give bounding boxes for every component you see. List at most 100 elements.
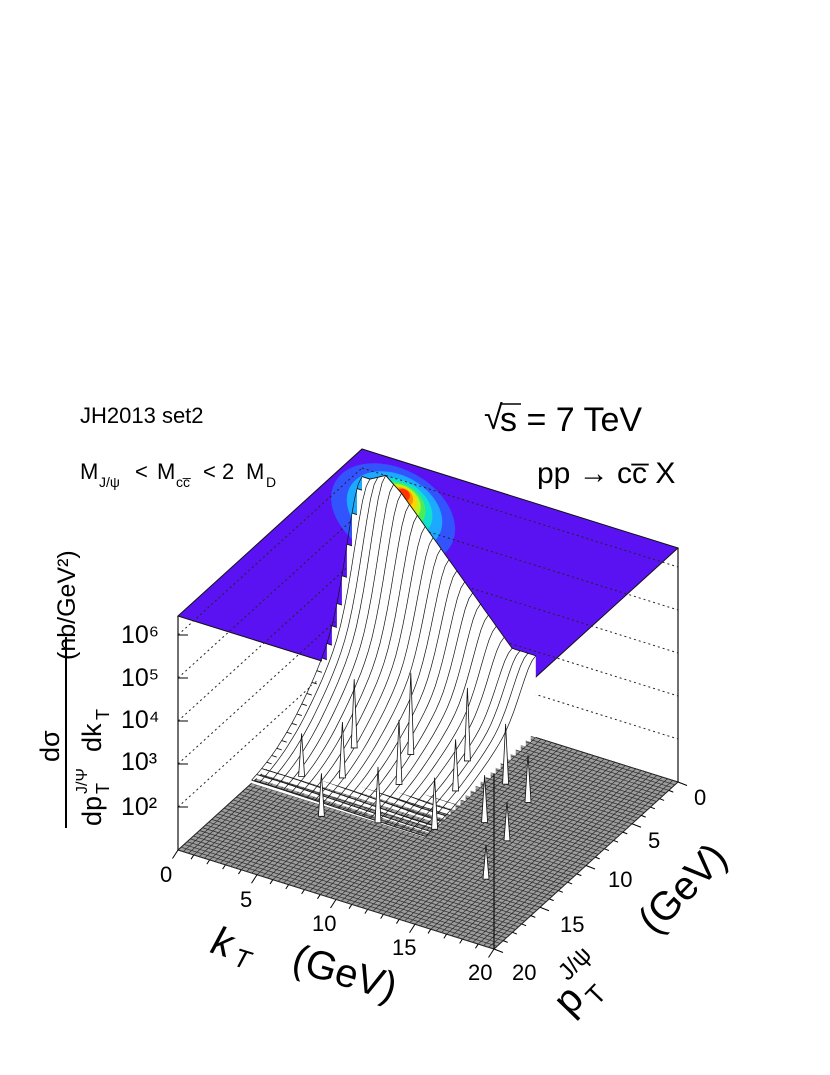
log-grid-lines — [177, 467, 679, 808]
base-grid-line — [462, 771, 647, 940]
z-title-den-dk-sub: T — [93, 709, 113, 720]
surface-mesh-line — [330, 548, 442, 806]
surface-mesh-line — [306, 515, 418, 799]
x-tick-label-5: 5 — [240, 887, 252, 912]
base-grid-line — [180, 846, 498, 947]
y-tick-label-5: 5 — [648, 828, 660, 853]
y-tick-mark — [539, 906, 550, 912]
x-tick-mark — [238, 869, 242, 875]
base-grid-line — [483, 778, 668, 946]
z-title-den-dp: dp — [77, 796, 107, 826]
pdf-set-label: JH2013 set2 — [80, 403, 204, 428]
x-tick-mark — [251, 874, 258, 884]
x-tick-label-10: 10 — [312, 911, 336, 936]
y-tick-mark — [521, 923, 527, 927]
z-title-den-sup: J/Ψ — [74, 768, 91, 794]
surface-mesh-line — [259, 478, 371, 783]
y-tick-mark — [512, 931, 518, 935]
y-tick-label-15: 15 — [560, 912, 584, 937]
x-axis-title: k T (GeV) — [206, 919, 402, 1010]
fluctuation-spike — [503, 802, 511, 842]
surface-mesh-line — [409, 650, 521, 832]
x-tick-mark — [222, 864, 226, 870]
y-title-unit: (GeV) — [630, 835, 736, 942]
fluctuation-spike — [524, 755, 532, 803]
surface-mesh-line — [377, 614, 489, 822]
mass-m2: M — [157, 459, 175, 484]
mass-m2-sub: cc̅ — [176, 474, 192, 490]
energy-value: s = 7 TeV — [500, 401, 642, 439]
z-tick-label-1e4: 10⁴ — [121, 706, 160, 734]
z-tick-label-1e5: 10⁵ — [121, 664, 159, 692]
x-tick-mark — [488, 948, 495, 958]
surface-mesh-line — [322, 537, 434, 804]
surface-fill — [266, 762, 441, 824]
x-tick-mark — [427, 928, 432, 934]
fluctuation-spike — [317, 773, 325, 817]
surface-mesh-line — [346, 570, 458, 812]
base-grid-line — [190, 838, 507, 939]
y-tick-label-20: 20 — [512, 960, 536, 985]
fluctuation-spike — [374, 766, 382, 824]
y-tick-mark — [668, 789, 674, 793]
y-tick-labels: 0 5 10 15 20 — [512, 785, 706, 985]
fluctuation-spike — [338, 722, 346, 779]
z-title-den-dk: dk — [77, 723, 107, 752]
surface-mesh-line — [251, 476, 363, 781]
base-grid-line — [456, 770, 642, 938]
base-grid-line — [196, 832, 513, 933]
z-axis-title: dσ dp T J/Ψ dk T (nb/GeV²) — [35, 550, 113, 828]
log-level-line — [361, 467, 679, 568]
process-label: pp → cc̅ X — [537, 457, 675, 490]
surface-fill — [256, 774, 431, 834]
axis-ticks — [172, 634, 688, 958]
y-tick-label-10: 10 — [608, 867, 632, 892]
y-tick-mark — [585, 865, 596, 870]
x-tick-mark — [475, 943, 479, 949]
base-grid-line — [202, 827, 519, 928]
base-grid-line — [187, 841, 504, 941]
y-tick-mark — [503, 940, 508, 943]
surface-mesh-line — [393, 637, 505, 827]
y-tick-mark — [622, 831, 628, 835]
mass-m1-sub: J/ψ — [99, 474, 120, 490]
fluctuation-spike — [298, 733, 306, 777]
surface-fill — [261, 768, 436, 829]
fluctuation-spike — [431, 777, 439, 830]
x-tick-mark — [172, 849, 179, 859]
sqrt-symbol: √ — [484, 399, 503, 437]
y-tick-mark — [677, 781, 688, 786]
mass-m3: M — [246, 459, 264, 484]
y-tick-mark — [558, 890, 564, 893]
fluctuation-spike — [463, 687, 471, 762]
x-tick-mark — [396, 919, 400, 924]
mass-lt1: < — [135, 459, 148, 484]
y-tick-mark — [567, 881, 573, 885]
x-title-unit: (GeV) — [287, 937, 402, 1010]
base-grid-line — [205, 824, 522, 925]
x-tick-labels: 0 5 10 15 20 — [160, 862, 492, 985]
x-tick-mark — [190, 854, 195, 860]
base-grid-line — [488, 780, 673, 948]
surface-mesh-line — [361, 592, 473, 817]
x-tick-mark — [330, 899, 337, 909]
x-tick-mark — [380, 914, 384, 919]
surface-mesh-line — [425, 655, 537, 837]
y-tick-mark — [650, 806, 656, 810]
x-tick-mark — [269, 879, 274, 885]
z-title-unit: (nb/GeV²) — [53, 550, 81, 660]
y-tick-mark — [613, 839, 619, 843]
energy-label: √ s = 7 TeV — [484, 399, 642, 439]
surface-mesh-line — [314, 526, 426, 801]
surface-fill — [362, 475, 536, 738]
base-grid-line — [477, 776, 663, 945]
fluctuation-spike — [502, 723, 510, 785]
fluctuation-spike — [452, 739, 460, 792]
x-title-sub: T — [230, 942, 256, 976]
log-level-line — [177, 596, 363, 765]
mass-window-label: M J/ψ < M cc̅ < 2 M D — [80, 459, 276, 490]
x-tick-mark — [206, 859, 211, 865]
base-grid-line — [451, 768, 637, 937]
x-tick-mark — [409, 923, 416, 934]
